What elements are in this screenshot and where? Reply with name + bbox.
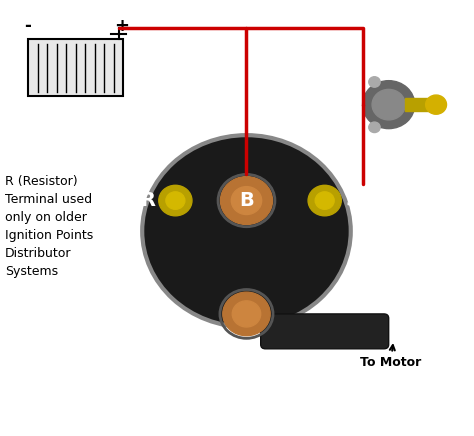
Text: B: B: [239, 191, 254, 210]
Circle shape: [142, 135, 351, 327]
Circle shape: [220, 177, 273, 225]
FancyBboxPatch shape: [261, 314, 389, 349]
Circle shape: [369, 77, 380, 87]
Bar: [28, 39, 123, 96]
Circle shape: [369, 122, 380, 133]
Circle shape: [231, 187, 262, 215]
Circle shape: [308, 185, 341, 216]
Circle shape: [159, 185, 192, 216]
Text: R (Resistor)
Terminal used
only on older
Ignition Points
Distributor
Systems: R (Resistor) Terminal used only on older…: [5, 175, 93, 278]
Circle shape: [232, 301, 261, 327]
Circle shape: [315, 192, 334, 209]
Circle shape: [166, 192, 185, 209]
Text: S: S: [345, 191, 359, 210]
Circle shape: [223, 292, 270, 336]
Text: +: +: [114, 17, 129, 35]
Text: To Motor: To Motor: [360, 345, 421, 369]
Circle shape: [372, 89, 405, 120]
Text: R: R: [140, 191, 155, 210]
Circle shape: [363, 81, 415, 129]
Bar: [405, 98, 434, 111]
Circle shape: [426, 95, 447, 114]
Text: -: -: [24, 17, 31, 35]
